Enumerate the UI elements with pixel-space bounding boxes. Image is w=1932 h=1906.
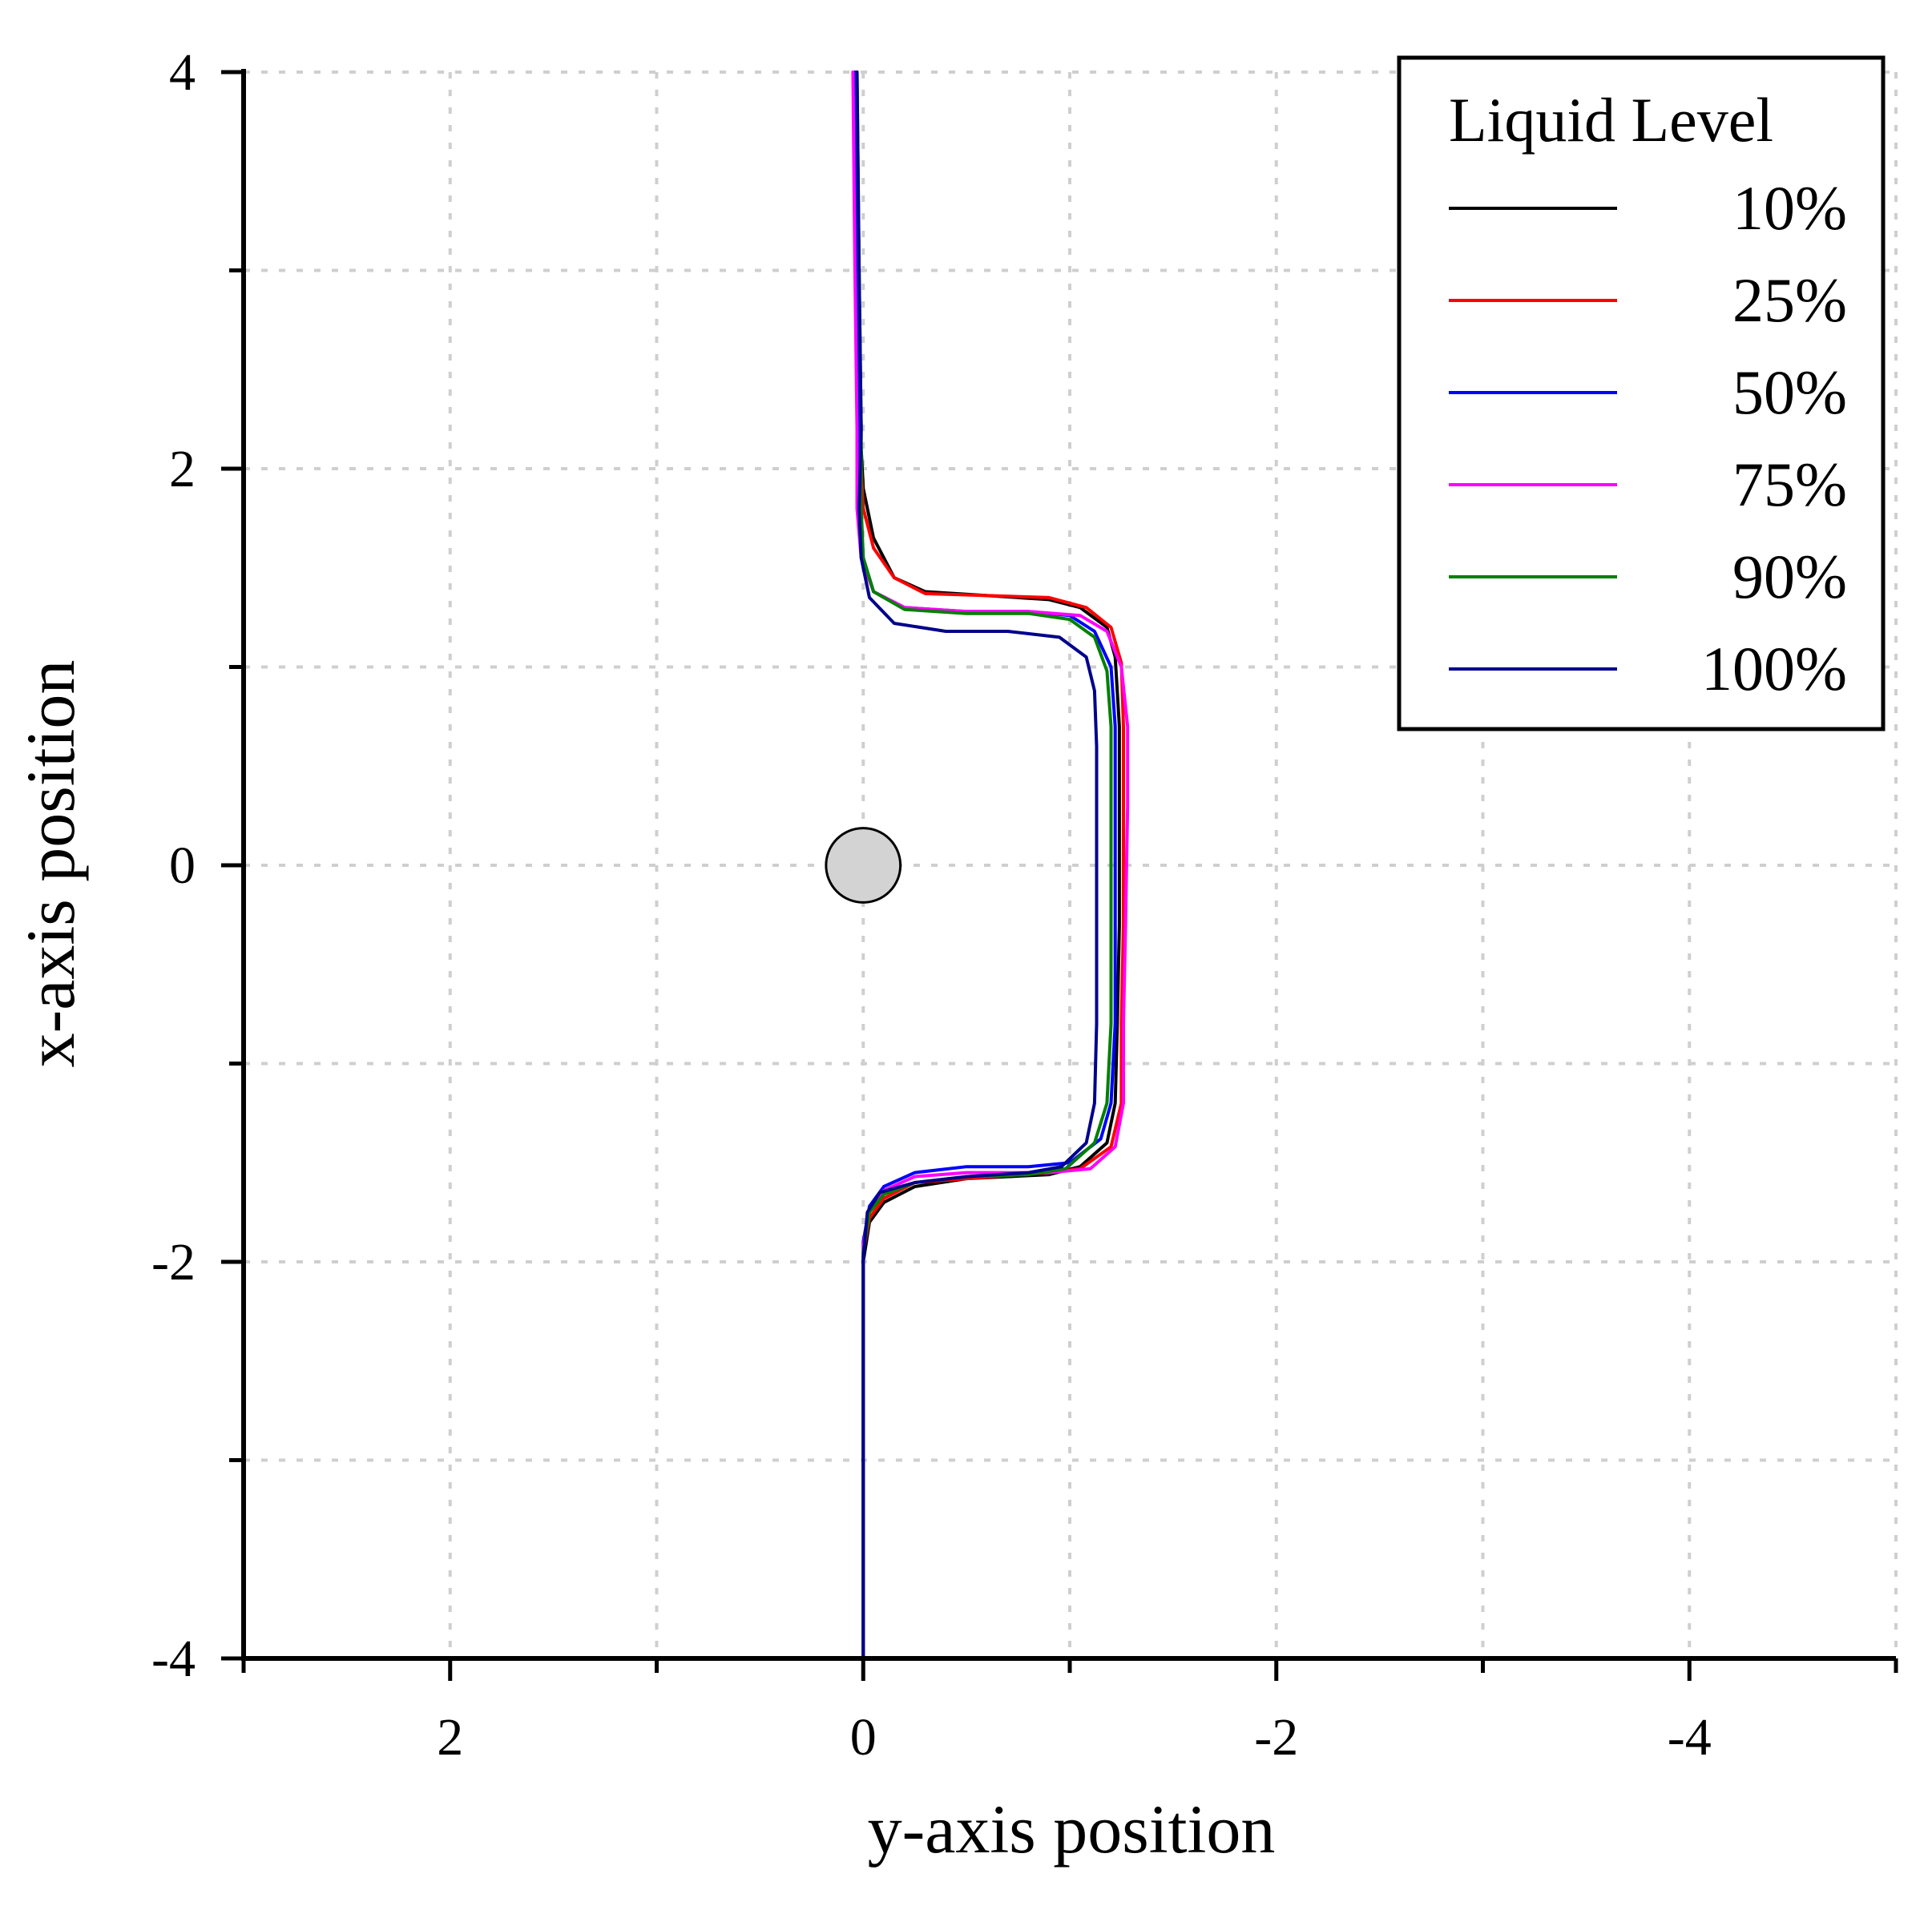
x-tick-label: 0 [850, 1708, 877, 1767]
legend-label: 25% [1732, 265, 1847, 335]
y-tick-label: -2 [151, 1233, 196, 1291]
legend-label: 10% [1732, 173, 1847, 243]
x-axis-title: y-axis position [868, 1791, 1276, 1868]
legend: Liquid Level 10% 25% 50% 75% 90% 100% [1397, 55, 1886, 731]
legend-label: 90% [1732, 542, 1847, 611]
legend-label: 50% [1732, 357, 1847, 427]
series-line-100pct [855, 71, 1099, 1660]
y-axis-title: x-axis position [12, 660, 89, 1068]
ticks: 2 0 -2 -4 -4 -2 0 2 4 [151, 43, 1898, 1767]
y-tick-label: 0 [169, 836, 196, 895]
y-tick-label: 2 [169, 440, 196, 498]
series-line-25pct [853, 71, 1125, 1660]
obstacle-layer [825, 827, 902, 904]
legend-label: 75% [1732, 449, 1847, 519]
x-tick-label: 2 [437, 1708, 463, 1767]
x-tick-label: -4 [1668, 1708, 1712, 1767]
legend-label: 100% [1701, 634, 1847, 703]
series-line-90pct [855, 71, 1113, 1660]
series-line-10pct [855, 71, 1121, 1660]
series-layer [851, 71, 1130, 1660]
x-tick-label: -2 [1254, 1708, 1298, 1767]
y-tick-label: -4 [151, 1630, 196, 1688]
legend-entries: 10% 25% 50% 75% 90% 100% [1449, 173, 1847, 703]
legend-title: Liquid Level [1449, 85, 1773, 155]
obstacle-circle [825, 827, 902, 904]
y-tick-label: 4 [169, 43, 196, 102]
